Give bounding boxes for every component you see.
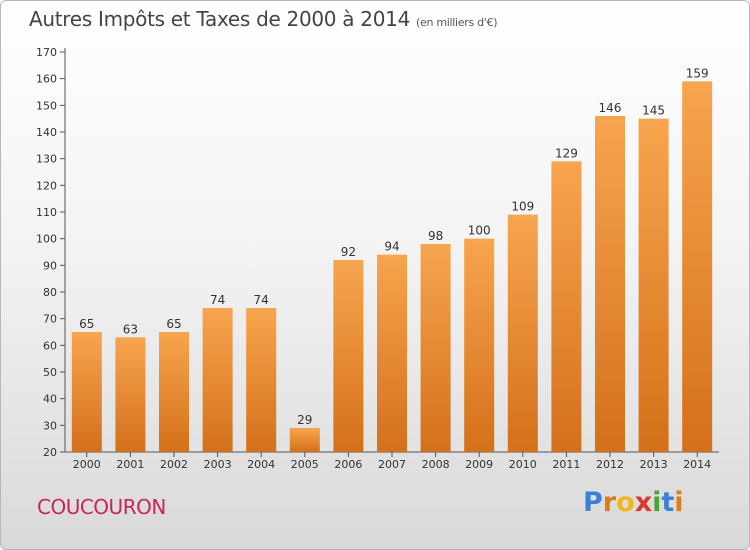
y-tick-label: 20 — [43, 446, 57, 459]
data-label-2003: 74 — [210, 293, 225, 307]
bar-2004 — [246, 308, 277, 452]
data-label-2007: 94 — [384, 240, 399, 254]
x-tick-label-2014: 2014 — [683, 458, 711, 471]
bar-2014 — [682, 81, 713, 452]
y-tick-label: 130 — [36, 153, 57, 166]
logo-letter: i — [652, 487, 662, 518]
data-label-2002: 65 — [166, 317, 181, 331]
x-tick-label-2010: 2010 — [509, 458, 537, 471]
y-tick-label: 150 — [36, 99, 57, 112]
y-tick-label: 120 — [36, 179, 57, 192]
logo-letter: P — [583, 487, 603, 518]
data-label-2004: 74 — [254, 293, 269, 307]
data-label-2010: 109 — [511, 200, 534, 214]
proxiti-logo: Proxiti — [583, 487, 684, 518]
y-tick-label: 140 — [36, 126, 57, 139]
commune-name: COUCOURON — [37, 495, 166, 519]
y-tick-label: 90 — [43, 259, 57, 272]
data-label-2001: 63 — [123, 322, 138, 336]
bar-2006 — [333, 260, 364, 452]
y-tick-label: 40 — [43, 393, 57, 406]
chart-unit-label: (en milliers d'€) — [416, 16, 498, 29]
x-tick-label-2009: 2009 — [465, 458, 493, 471]
chart-title: Autres Impôts et Taxes de 2000 à 2014 (en… — [29, 7, 497, 31]
data-label-2008: 98 — [428, 229, 443, 243]
bar-2013 — [638, 118, 669, 453]
bar-2005 — [289, 428, 320, 452]
logo-letter: r — [602, 487, 617, 518]
y-tick-label: 50 — [43, 366, 57, 379]
x-tick-label-2006: 2006 — [334, 458, 362, 471]
x-tick-label-2000: 2000 — [73, 458, 101, 471]
bar-2007 — [377, 254, 407, 452]
data-label-2009: 100 — [468, 224, 491, 238]
bar-2000 — [71, 332, 102, 452]
chart-title-text: Autres Impôts et Taxes de 2000 à 2014 — [29, 7, 410, 31]
y-tick-label: 30 — [43, 419, 57, 432]
data-label-2014: 159 — [686, 66, 709, 80]
x-tick-label-2011: 2011 — [552, 458, 580, 471]
bar-2001 — [115, 337, 146, 452]
bar-2010 — [507, 214, 538, 452]
x-tick-label-2003: 2003 — [204, 458, 232, 471]
bar-2012 — [595, 116, 625, 452]
data-label-2011: 129 — [555, 146, 578, 160]
x-tick-label-2001: 2001 — [116, 458, 144, 471]
data-label-2005: 29 — [297, 413, 312, 427]
bar-2003 — [202, 308, 233, 452]
logo-letter: t — [661, 487, 675, 518]
x-tick-label-2013: 2013 — [640, 458, 668, 471]
data-label-2012: 146 — [599, 101, 622, 115]
x-tick-label-2007: 2007 — [378, 458, 406, 471]
bar-2002 — [159, 332, 189, 452]
y-tick-label: 100 — [36, 233, 57, 246]
x-tick-label-2005: 2005 — [291, 458, 319, 471]
y-tick-label: 160 — [36, 73, 57, 86]
x-tick-label-2004: 2004 — [247, 458, 275, 471]
y-tick-label: 80 — [43, 286, 57, 299]
bar-2009 — [464, 238, 495, 452]
bar-2011 — [551, 161, 582, 453]
logo-letter: i — [674, 487, 684, 518]
y-tick-label: 110 — [36, 206, 57, 219]
data-label-2000: 65 — [79, 317, 94, 331]
x-tick-label-2012: 2012 — [596, 458, 624, 471]
y-tick-label: 60 — [43, 339, 57, 352]
y-tick-label: 170 — [36, 46, 57, 59]
x-tick-label-2002: 2002 — [160, 458, 188, 471]
logo-letter: o — [616, 487, 635, 518]
logo-letter: x — [634, 487, 653, 518]
x-tick-label-2008: 2008 — [422, 458, 450, 471]
data-label-2006: 92 — [341, 245, 356, 259]
data-label-2013: 145 — [642, 104, 665, 118]
bar-2008 — [420, 244, 451, 452]
y-tick-label: 70 — [43, 313, 57, 326]
